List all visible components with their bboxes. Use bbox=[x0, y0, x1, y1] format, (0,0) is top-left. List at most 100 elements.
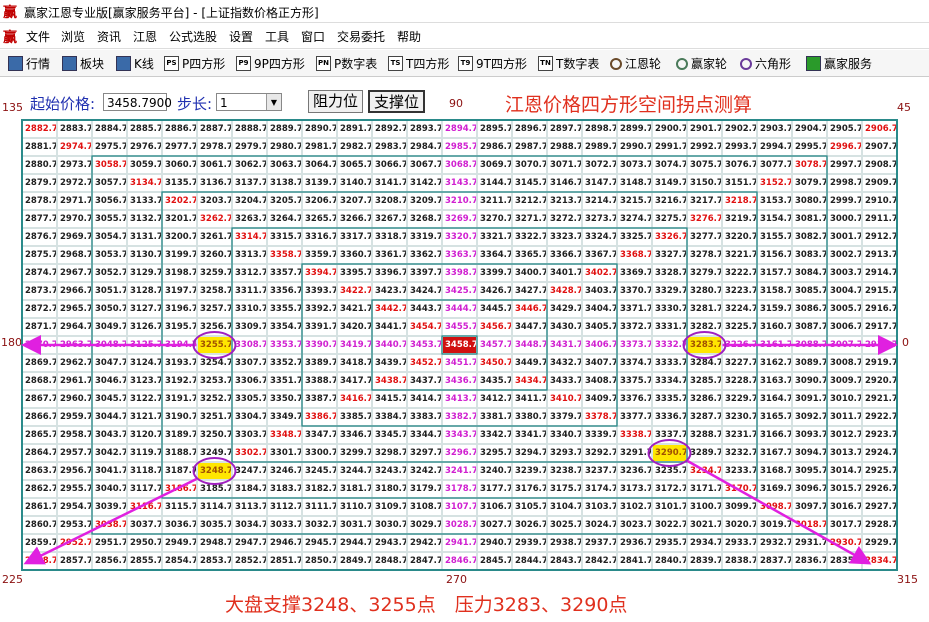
toolbar-button[interactable]: 板块 bbox=[62, 55, 104, 72]
grid-cell: 2964.79 bbox=[57, 318, 92, 336]
grid-cell: 3262.79 bbox=[197, 210, 232, 228]
grid-cell: 3066.79 bbox=[372, 156, 407, 174]
toolbar-button[interactable]: TN T数字表 bbox=[538, 55, 599, 72]
toolbar-button[interactable]: PN P数字表 bbox=[316, 55, 377, 72]
grid-cell: 2880.79 bbox=[22, 156, 57, 174]
grid-cell: 3296.79 bbox=[442, 444, 477, 462]
grid-cell: 3312.79 bbox=[232, 264, 267, 282]
toolbar-button[interactable]: 六角形 bbox=[740, 55, 791, 72]
toolbar-button[interactable]: PS P四方形 bbox=[164, 55, 225, 72]
grid-cell: 2914.79 bbox=[862, 264, 897, 282]
grid-cell: 3302.79 bbox=[232, 444, 267, 462]
grid-cell: 2867.79 bbox=[22, 390, 57, 408]
grid-cell: 3091.79 bbox=[792, 390, 827, 408]
grid-cell: 2874.79 bbox=[22, 264, 57, 282]
toolbar-button[interactable]: P9 9P四方形 bbox=[236, 55, 305, 72]
menu-item[interactable]: 工具 bbox=[265, 30, 290, 44]
grid-cell: 3162.79 bbox=[757, 354, 792, 372]
toolbar-button[interactable]: 行情 bbox=[8, 55, 50, 72]
grid-cell: 3231.79 bbox=[722, 426, 757, 444]
grid-cell: 3285.79 bbox=[687, 372, 722, 390]
grid-cell: 2965.79 bbox=[57, 300, 92, 318]
grid-cell: 3042.79 bbox=[92, 444, 127, 462]
tool-label: 板块 bbox=[80, 57, 105, 71]
menu-item[interactable]: 窗口 bbox=[301, 30, 326, 44]
grid-cell: 2884.79 bbox=[92, 120, 127, 138]
grid-cell: 2903.79 bbox=[757, 120, 792, 138]
grid-cell: 2918.79 bbox=[862, 336, 897, 354]
grid-cell: 3413.79 bbox=[442, 390, 477, 408]
grid-cell: 3148.79 bbox=[617, 174, 652, 192]
grid-cell: 2879.79 bbox=[22, 174, 57, 192]
grid-cell: 3437.79 bbox=[407, 372, 442, 390]
grid-cell: 2933.79 bbox=[722, 534, 757, 552]
grid-cell: 3362.79 bbox=[407, 246, 442, 264]
grid-cell: 2911.79 bbox=[862, 210, 897, 228]
footer-note: 大盘支撑3248、3255点 压力3283、3290点 bbox=[225, 594, 628, 616]
step-select[interactable]: 1 ▼ bbox=[216, 93, 282, 111]
grid-cell: 2925.79 bbox=[862, 462, 897, 480]
menu-item[interactable]: 江恩 bbox=[133, 30, 158, 44]
grid-cell: 2968.79 bbox=[57, 246, 92, 264]
grid-cell: 2855.79 bbox=[127, 552, 162, 570]
grid-cell: 3204.79 bbox=[232, 192, 267, 210]
grid-cell: 3067.79 bbox=[407, 156, 442, 174]
grid-cell: 3274.79 bbox=[617, 210, 652, 228]
grid-cell: 3234.79 bbox=[687, 462, 722, 480]
grid-cell: 2976.79 bbox=[127, 138, 162, 156]
menu-item[interactable]: 交易委托 bbox=[337, 30, 386, 44]
menu-icon[interactable]: 赢 bbox=[3, 30, 17, 46]
support-button[interactable]: 支撑位 bbox=[368, 90, 426, 113]
toolbar-button[interactable]: 赢家轮 bbox=[676, 55, 727, 72]
grid-cell: 3451.79 bbox=[442, 354, 477, 372]
menu-item[interactable]: 帮助 bbox=[397, 30, 422, 44]
menu-item[interactable]: 文件 bbox=[26, 30, 51, 44]
grid-cell: 3417.79 bbox=[337, 372, 372, 390]
grid-cell: 3233.79 bbox=[722, 462, 757, 480]
grid-cell: 3332.79 bbox=[652, 336, 687, 354]
grid-cell: 3219.79 bbox=[722, 210, 757, 228]
start-price-input[interactable]: 3458.7900 bbox=[103, 93, 172, 111]
grid-cell: 3070.79 bbox=[512, 156, 547, 174]
grid-cell: 3010.79 bbox=[827, 390, 862, 408]
grid-cell: 3447.79 bbox=[512, 318, 547, 336]
grid-cell: 3227.79 bbox=[722, 354, 757, 372]
grid-cell: 2919.79 bbox=[862, 354, 897, 372]
tool-label: P数字表 bbox=[334, 57, 378, 71]
grid-cell: 2977.79 bbox=[162, 138, 197, 156]
grid-cell: 3446.79 bbox=[512, 300, 547, 318]
grid-cell: 3000.79 bbox=[827, 210, 862, 228]
grid-cell: 3229.79 bbox=[722, 390, 757, 408]
grid-cell: 3272.79 bbox=[547, 210, 582, 228]
grid-cell: 3421.79 bbox=[337, 300, 372, 318]
grid-cell: 3145.79 bbox=[512, 174, 547, 192]
grid-cell: 3090.79 bbox=[792, 372, 827, 390]
grid-cell: 3310.79 bbox=[232, 300, 267, 318]
grid-cell: 3030.79 bbox=[372, 516, 407, 534]
angle-label: 45 bbox=[897, 101, 911, 114]
grid-cell: 2990.79 bbox=[617, 138, 652, 156]
menu-item[interactable]: 公式选股 bbox=[169, 30, 218, 44]
toolbar-button[interactable]: T9 9T四方形 bbox=[458, 55, 527, 72]
menu-item[interactable]: 设置 bbox=[229, 30, 254, 44]
grid-cell: 3109.79 bbox=[372, 498, 407, 516]
dropdown-arrow[interactable]: ▼ bbox=[266, 94, 281, 110]
grid-cell: 3321.79 bbox=[477, 228, 512, 246]
grid-cell: 3267.79 bbox=[372, 210, 407, 228]
menu-item[interactable]: 浏览 bbox=[61, 30, 86, 44]
grid-cell: 3292.79 bbox=[582, 444, 617, 462]
grid-cell: 3449.79 bbox=[512, 354, 547, 372]
grid-cell: 2927.79 bbox=[862, 498, 897, 516]
grid-cell: 2958.79 bbox=[57, 426, 92, 444]
resistance-button[interactable]: 阻力位 bbox=[308, 90, 364, 113]
grid-cell: 2858.79 bbox=[22, 552, 57, 570]
menu-item[interactable]: 资讯 bbox=[97, 30, 122, 44]
title-bar: 赢 赢家江恩专业版[赢家服务平台] - [上证指数价格正方形] bbox=[0, 0, 929, 23]
toolbar-button[interactable]: K线 bbox=[116, 55, 154, 72]
toolbar-button[interactable]: 江恩轮 bbox=[610, 55, 661, 72]
toolbar-button[interactable]: 赢家服务 bbox=[806, 55, 872, 72]
toolbar-button[interactable]: TS T四方形 bbox=[388, 55, 449, 72]
tool-label: 赢家服务 bbox=[824, 57, 873, 71]
grid-cell: 2941.79 bbox=[442, 534, 477, 552]
grid-cell: 3390.79 bbox=[302, 336, 337, 354]
